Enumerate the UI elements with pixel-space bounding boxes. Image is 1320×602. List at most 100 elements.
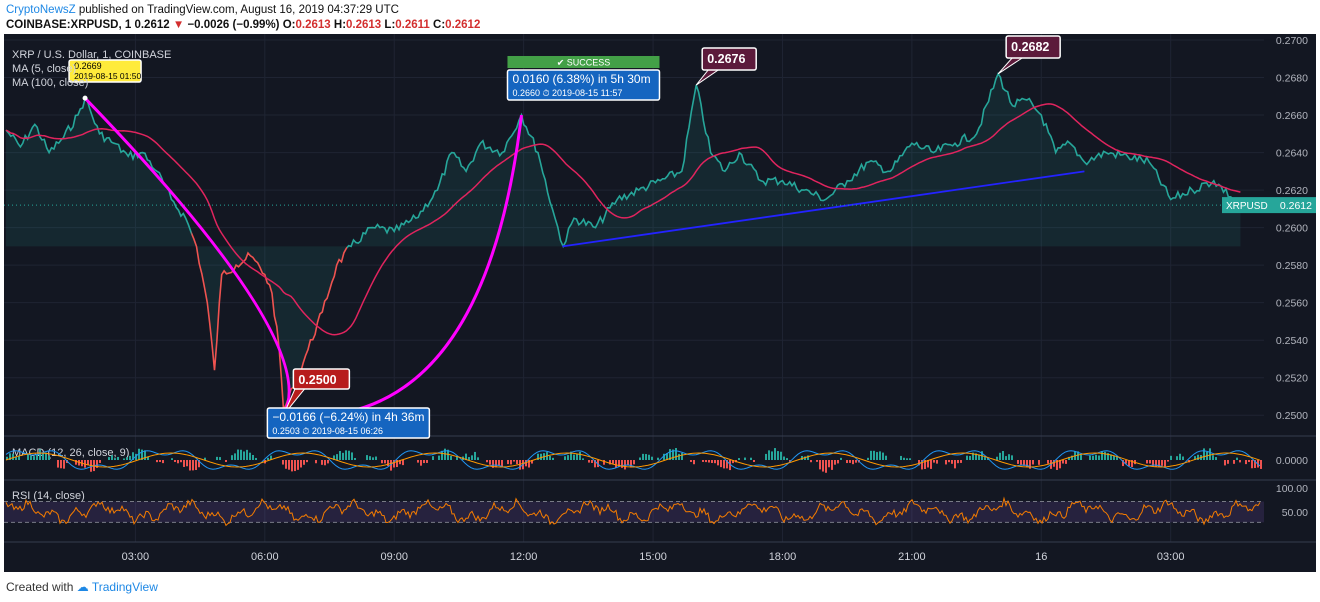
macd-histogram-bar — [1116, 456, 1118, 460]
price-tick-label: 0.2600 — [1276, 223, 1308, 235]
macd-histogram-bar — [501, 460, 503, 467]
macd-histogram-bar — [873, 450, 875, 460]
ma100-line — [5, 103, 1241, 336]
legend: XRP / U.S. Dollar, 1, COINBASE MA (5, cl… — [12, 49, 171, 89]
macd-histogram-bar — [708, 460, 710, 463]
macd-histogram-bar — [729, 460, 731, 471]
created-with-text: Created with — [6, 580, 74, 594]
macd-histogram-bar — [750, 457, 752, 460]
macd-histogram-bar — [390, 460, 392, 471]
macd-histogram-bar — [15, 456, 17, 460]
macd-histogram-bar — [852, 460, 854, 465]
macd-histogram-bar — [63, 460, 65, 469]
macd-histogram-bar — [969, 455, 971, 460]
legend-main: XRP / U.S. Dollar, 1, COINBASE — [12, 49, 171, 61]
macd-histogram-bar — [423, 460, 425, 464]
macd-histogram-bar — [1158, 460, 1160, 468]
macd-histogram-bar — [216, 456, 218, 460]
macd-histogram-bar — [375, 456, 377, 460]
macd-histogram-bar — [393, 460, 395, 468]
macd-histogram-bar — [627, 460, 629, 466]
macd-histogram-bar — [870, 450, 872, 460]
down-move-box-box — [266, 407, 431, 439]
macd-histogram-bar — [972, 452, 974, 460]
price-tick-label: 0.2540 — [1276, 335, 1308, 347]
tradingview-link[interactable]: TradingView — [91, 580, 158, 594]
macd-histogram-bar — [672, 449, 674, 460]
macd-histogram-bar — [921, 460, 923, 470]
macd-histogram-bar — [471, 455, 473, 460]
macd-histogram-bar — [570, 451, 572, 460]
macd-histogram-bar — [789, 460, 791, 462]
macd-histogram-bar — [432, 456, 434, 460]
price-tick-label: 0.2520 — [1276, 373, 1308, 385]
open-value: 0.2613 — [295, 19, 331, 31]
macd-pane: MACD (12, 26, close, 9) 0.0000 — [5, 447, 1308, 473]
macd-histogram-bar — [675, 448, 677, 460]
macd-histogram-bar — [177, 460, 179, 464]
macd-histogram-bar — [291, 460, 293, 472]
macd-histogram-bar — [966, 455, 968, 460]
start-price-tag-text-0: 0.2669 — [74, 61, 102, 71]
macd-histogram-bar — [867, 457, 869, 460]
low-label-text-0: 0.2500 — [298, 373, 336, 387]
macd-histogram-bar — [879, 451, 881, 460]
macd-histogram-bar — [321, 460, 323, 465]
macd-histogram-bar — [786, 458, 788, 460]
high-label-1-text-0: 0.2676 — [707, 52, 745, 66]
macd-histogram-bar — [60, 460, 62, 469]
macd-histogram-bar — [1260, 460, 1262, 469]
macd-histogram-bar — [594, 460, 596, 468]
macd-histogram-bar — [705, 460, 707, 463]
chart-area[interactable]: 0.2700 0.2680 0.2660 0.2640 0.2620 0.2600 0.25… — [0, 34, 1320, 574]
time-axis-ticks: 03:00 06:00 09:00 12:00 15:00 18:00 21:00 16 03:… — [122, 551, 1185, 563]
macd-histogram-bar — [669, 449, 671, 460]
macd-histogram-bar — [399, 460, 401, 465]
macd-histogram-bar — [681, 453, 683, 460]
price-tick-label: 0.2660 — [1276, 110, 1308, 122]
macd-histogram-bar — [549, 455, 551, 460]
price-scale[interactable] — [1264, 34, 1316, 542]
macd-histogram-bar — [1059, 460, 1061, 469]
macd-histogram-bar — [198, 460, 200, 468]
macd-histogram-bar — [519, 460, 521, 470]
macd-histogram-bar — [333, 455, 335, 460]
publisher-link[interactable]: CryptoNewsZ — [6, 4, 76, 16]
macd-histogram-bar — [744, 457, 746, 460]
macd-histogram-bar — [1077, 451, 1079, 460]
price-tick-label: 0.2580 — [1276, 260, 1308, 272]
macd-histogram-bar — [1080, 454, 1082, 460]
macd-histogram-bar — [960, 460, 962, 463]
macd-histogram-bar — [183, 460, 185, 467]
published-text: published on TradingView.com, August 16,… — [78, 4, 399, 16]
macd-histogram-bar — [933, 460, 935, 463]
macd-histogram-bar — [342, 452, 344, 460]
macd-histogram-bar — [1017, 460, 1019, 464]
macd-histogram-bar — [426, 460, 428, 463]
macd-histogram-bar — [804, 456, 806, 460]
ohlc-line: COINBASE:XRPUSD, 1 0.2612 ▼ −0.0026 (−0.… — [6, 19, 480, 31]
macd-histogram-bar — [336, 454, 338, 460]
macd-histogram-bar — [252, 454, 254, 460]
macd-histogram-bar — [372, 457, 374, 460]
macd-histogram-bar — [801, 455, 803, 460]
macd-histogram-bar — [828, 460, 830, 468]
macd-histogram-bar — [294, 460, 296, 472]
macd-histogram-bar — [39, 449, 41, 460]
macd-histogram-bar — [567, 455, 569, 460]
macd-histogram-bar — [474, 451, 476, 460]
time-tick-label: 03:00 — [1157, 551, 1185, 563]
down-move-box-text-1: 0.2503 ⏱ 2019-08-15 06:26 — [272, 426, 383, 436]
low-label: L: — [384, 19, 396, 31]
macd-histogram-bar — [774, 448, 776, 460]
macd-histogram-bar — [348, 450, 350, 460]
macd-histogram-bar — [1008, 454, 1010, 460]
macd-histogram-bar — [648, 454, 650, 460]
macd-histogram-bar — [231, 455, 233, 460]
macd-histogram-bar — [552, 457, 554, 460]
macd-histogram-bar — [234, 453, 236, 460]
macd-histogram-bar — [450, 455, 452, 460]
down-arrow-icon: ▼ — [172, 19, 185, 31]
macd-histogram-bar — [1098, 455, 1100, 460]
macd-histogram-bar — [240, 449, 242, 460]
